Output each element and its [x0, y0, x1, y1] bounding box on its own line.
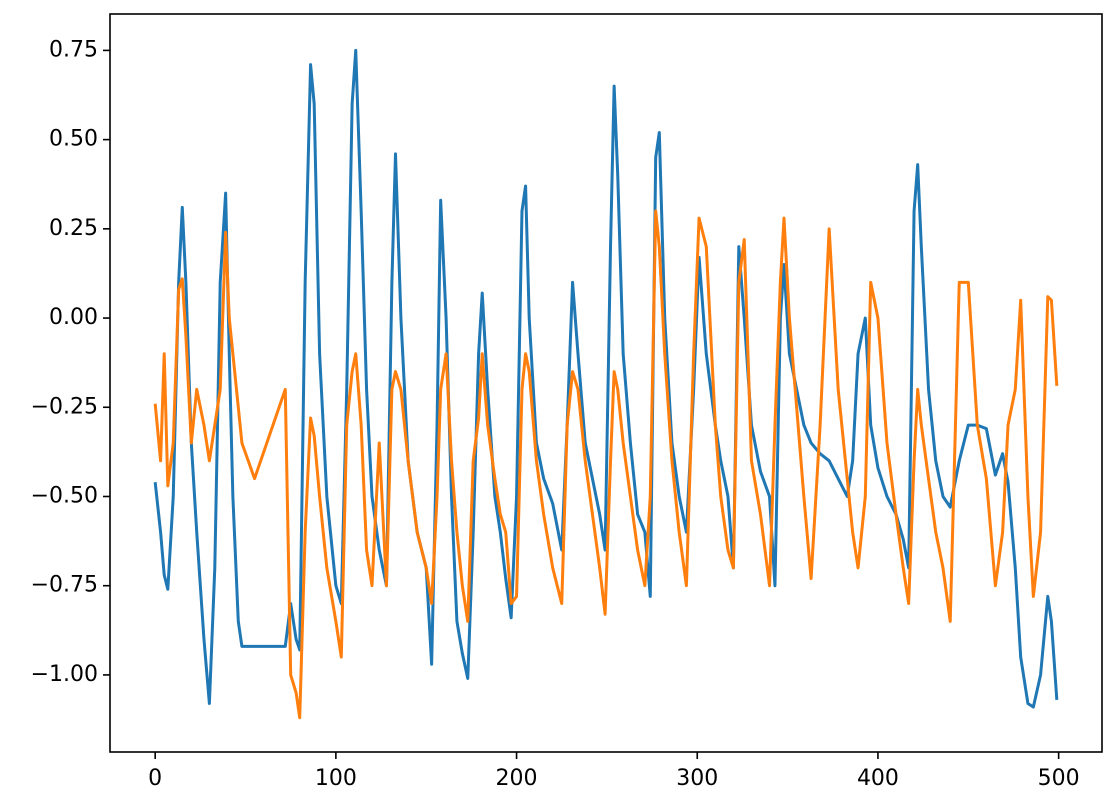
y-tick-label: 0.00 [49, 305, 98, 330]
x-tick-label: 300 [676, 766, 718, 791]
plot-frame [109, 13, 1103, 753]
y-tick-label: 0.25 [49, 216, 98, 241]
x-tick-label: 400 [857, 766, 899, 791]
y-tick-label: 0.50 [49, 127, 98, 152]
y-tick-label: −0.75 [31, 573, 98, 598]
y-tick-label: −0.50 [31, 483, 98, 508]
x-tick-label: 0 [148, 766, 162, 791]
y-tick-label: −0.25 [31, 394, 98, 419]
y-tick-label: 0.75 [49, 37, 98, 62]
x-tick-label: 100 [315, 766, 357, 791]
x-tick-label: 500 [1038, 766, 1080, 791]
x-tick-label: 200 [496, 766, 538, 791]
series-line [153, 209, 1059, 720]
y-tick-label: −1.00 [31, 662, 98, 687]
